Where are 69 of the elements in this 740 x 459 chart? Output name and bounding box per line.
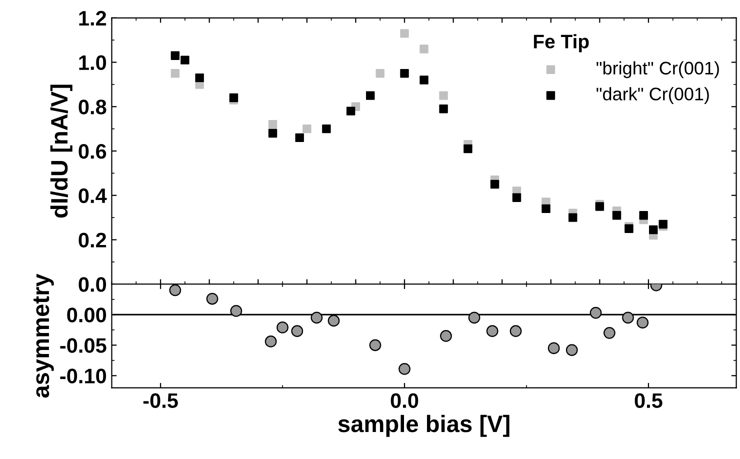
point bbox=[170, 69, 180, 78]
y-tick-label: -0.10 bbox=[60, 368, 106, 384]
point bbox=[439, 91, 448, 100]
point bbox=[420, 44, 428, 54]
point bbox=[369, 339, 382, 352]
point bbox=[170, 51, 180, 60]
point bbox=[400, 29, 409, 38]
legend-title: Fe Tip bbox=[534, 34, 589, 52]
x-tick-label: 0.5 bbox=[634, 393, 662, 408]
point bbox=[180, 56, 190, 64]
point bbox=[512, 193, 522, 202]
point bbox=[169, 284, 182, 296]
point bbox=[548, 342, 560, 354]
y-tick-label: -0.05 bbox=[60, 338, 106, 353]
x-tick-label: 0.0 bbox=[390, 393, 418, 408]
x-axis-title: sample bias [V] bbox=[338, 414, 510, 437]
point bbox=[310, 312, 323, 324]
y-tick-label: 0.0 bbox=[78, 277, 106, 292]
legend-label: "bright" Cr(001) bbox=[596, 61, 719, 78]
point bbox=[264, 336, 277, 348]
y-tick-label: 0.6 bbox=[78, 144, 106, 159]
point bbox=[510, 325, 522, 338]
point bbox=[490, 180, 500, 189]
y-tick-label: 1.0 bbox=[79, 55, 106, 70]
point bbox=[440, 330, 452, 342]
y-axis-title: dI/dU [nA/V] bbox=[50, 84, 72, 218]
point bbox=[468, 312, 480, 324]
point bbox=[398, 363, 410, 375]
point bbox=[612, 210, 622, 220]
point bbox=[639, 210, 648, 220]
point bbox=[291, 325, 304, 338]
point bbox=[648, 225, 658, 234]
point bbox=[302, 124, 312, 134]
point bbox=[195, 73, 204, 82]
y-tick-label: 0.8 bbox=[78, 100, 106, 114]
y-axis-title: asymmetry bbox=[34, 274, 54, 398]
y-tick-label: 0.2 bbox=[78, 232, 106, 248]
point bbox=[229, 93, 238, 102]
point bbox=[276, 322, 288, 334]
point bbox=[624, 224, 634, 234]
point bbox=[464, 144, 472, 154]
point bbox=[328, 314, 340, 327]
x-tick-label: -0.5 bbox=[143, 393, 178, 408]
point bbox=[295, 133, 304, 142]
point bbox=[268, 120, 278, 129]
y-tick-label: 0.4 bbox=[78, 188, 107, 204]
point bbox=[595, 202, 604, 211]
point bbox=[486, 325, 498, 338]
point bbox=[400, 69, 409, 78]
point bbox=[622, 312, 634, 324]
point bbox=[366, 91, 375, 100]
point bbox=[322, 124, 331, 134]
point bbox=[376, 69, 384, 78]
y-tick-label: 1.2 bbox=[79, 10, 106, 26]
point bbox=[230, 305, 242, 317]
point bbox=[658, 220, 668, 229]
point bbox=[420, 76, 428, 84]
point bbox=[566, 344, 578, 356]
point bbox=[439, 104, 448, 114]
point bbox=[604, 327, 616, 339]
point bbox=[268, 128, 278, 138]
point bbox=[636, 316, 649, 328]
point bbox=[568, 213, 578, 222]
legend-label: "dark" Cr(001) bbox=[596, 87, 709, 104]
point bbox=[542, 204, 550, 214]
y-tick-label: 0.00 bbox=[67, 308, 106, 322]
point bbox=[206, 292, 218, 305]
point bbox=[590, 306, 602, 319]
point bbox=[346, 106, 356, 116]
